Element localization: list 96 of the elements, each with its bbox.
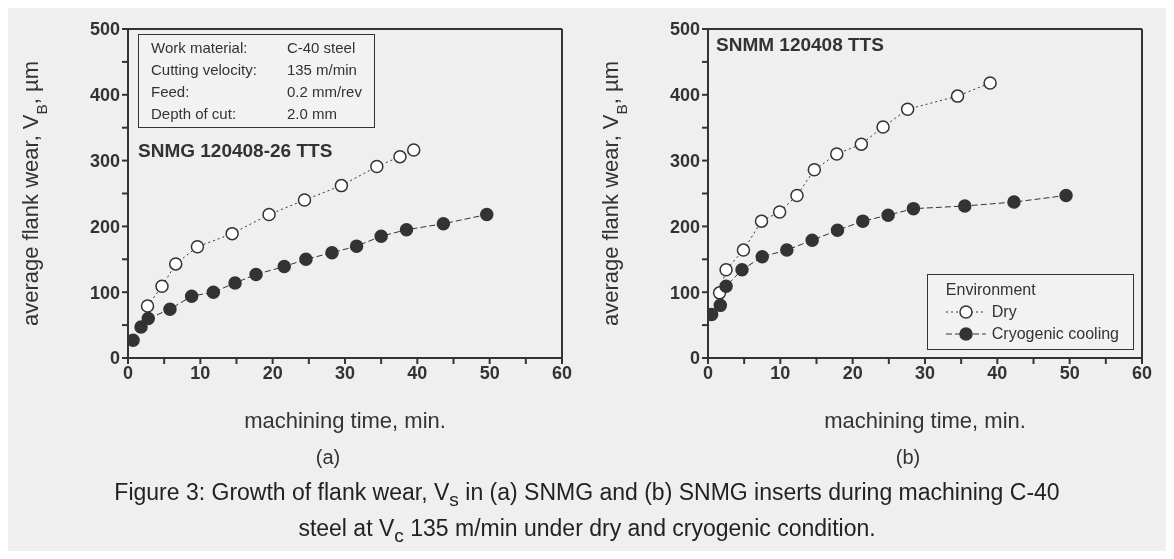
point — [713, 298, 728, 313]
annotation: Work material: — [151, 38, 249, 58]
point — [370, 159, 384, 174]
point — [406, 143, 421, 157]
x-axis-title: machining time, min. — [824, 408, 1026, 433]
point — [374, 229, 388, 244]
point — [249, 267, 263, 282]
y-tick-label: 0 — [689, 348, 700, 369]
annotation: Depth of cut: — [151, 104, 238, 124]
point — [393, 149, 407, 164]
point — [277, 259, 291, 274]
point — [755, 249, 769, 264]
annotation: Cutting velocity: — [151, 60, 257, 80]
x-tick-label: 30 — [334, 362, 356, 383]
x-axis-title: machining time, min. — [244, 408, 446, 433]
y-tick-label: 100 — [669, 282, 700, 303]
y-tick-label: 300 — [669, 150, 700, 171]
y-tick-label: 500 — [669, 19, 700, 40]
annotation: 135 m/min — [286, 60, 358, 80]
point — [436, 217, 451, 231]
point — [128, 333, 140, 347]
point — [719, 279, 733, 294]
point — [228, 276, 242, 290]
point — [754, 214, 769, 228]
point — [906, 201, 921, 216]
annotation: 2.0 mm — [286, 104, 338, 124]
y-tick-label: 200 — [89, 216, 120, 237]
x-tick-label: 60 — [1131, 362, 1153, 383]
point — [1059, 188, 1073, 203]
point — [1007, 195, 1021, 209]
point — [163, 302, 177, 317]
point — [876, 120, 890, 134]
point — [134, 320, 148, 334]
text: (a) — [314, 446, 342, 469]
point — [735, 263, 749, 277]
x-tick-label: 0 — [702, 362, 714, 383]
text: (b) — [894, 446, 922, 469]
x-tick-label: 40 — [987, 362, 1008, 383]
x-tick-label: 50 — [1059, 362, 1080, 383]
x-tick-label: 10 — [190, 362, 211, 383]
y-tick-label: 100 — [89, 282, 120, 303]
y-tick-label: 400 — [89, 85, 120, 106]
point — [772, 205, 787, 219]
point — [399, 222, 414, 237]
annotation: C-40 steel — [286, 38, 357, 58]
point — [349, 239, 364, 253]
point — [190, 240, 205, 254]
y-tick-label: 500 — [89, 19, 120, 40]
y-tick-label: 400 — [669, 85, 700, 106]
point — [983, 76, 997, 90]
point — [790, 188, 804, 203]
point — [325, 245, 339, 260]
point — [334, 178, 349, 193]
point — [958, 199, 972, 213]
point — [950, 89, 965, 103]
y-tick-label: 0 — [109, 348, 120, 369]
point — [141, 311, 155, 326]
point — [140, 299, 155, 313]
point — [830, 147, 844, 161]
point — [155, 279, 169, 294]
annotation: SNMM 120408 TTS — [716, 34, 884, 56]
y-tick-label: 300 — [89, 150, 120, 171]
point — [297, 193, 312, 207]
point — [719, 263, 733, 277]
point — [881, 208, 895, 222]
legend-title: Environment — [945, 280, 1037, 300]
legend-label: Cryogenic cooling — [991, 324, 1119, 344]
point — [830, 223, 845, 238]
point — [805, 233, 819, 247]
point — [807, 163, 822, 177]
x-tick-label: 20 — [262, 362, 283, 383]
point — [856, 214, 870, 228]
point — [480, 207, 494, 222]
point — [184, 289, 199, 303]
y-tick-label: 200 — [669, 216, 700, 237]
point — [206, 285, 221, 299]
point — [168, 257, 183, 271]
point — [780, 243, 794, 257]
annotation: 0.2 mm/rev — [286, 82, 362, 102]
legend-label: Dry — [991, 302, 1017, 322]
point — [225, 226, 239, 241]
x-tick-label: 10 — [770, 362, 791, 383]
x-tick-label: 50 — [479, 362, 500, 383]
point — [736, 243, 751, 257]
x-tick-label: 40 — [407, 362, 428, 383]
x-tick-label: 30 — [914, 362, 936, 383]
annotation: Feed: — [151, 82, 191, 102]
point — [262, 207, 276, 222]
x-tick-label: 60 — [551, 362, 573, 383]
point — [854, 137, 869, 151]
x-tick-label: 0 — [122, 362, 134, 383]
x-tick-label: 20 — [842, 362, 863, 383]
text: Figure 3: Growth of flank wear, V$_{s}$ in (a) SNMG and (b) SNMG inserts during machining C-40 steel at V$_{c}$ 135 m/min under dry and cryogenic condition. — [114, 479, 1060, 546]
point — [299, 252, 313, 267]
annotation: SNMG 120408-26 TTS — [138, 140, 333, 162]
point — [900, 102, 915, 117]
